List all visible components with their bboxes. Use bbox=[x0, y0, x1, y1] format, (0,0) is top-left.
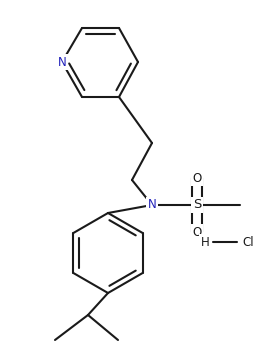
Text: N: N bbox=[148, 199, 156, 212]
Text: S: S bbox=[193, 199, 201, 212]
Text: N: N bbox=[58, 56, 66, 69]
Text: Cl: Cl bbox=[242, 235, 254, 249]
Text: O: O bbox=[192, 226, 202, 239]
Text: O: O bbox=[192, 171, 202, 184]
Text: H: H bbox=[201, 235, 209, 249]
